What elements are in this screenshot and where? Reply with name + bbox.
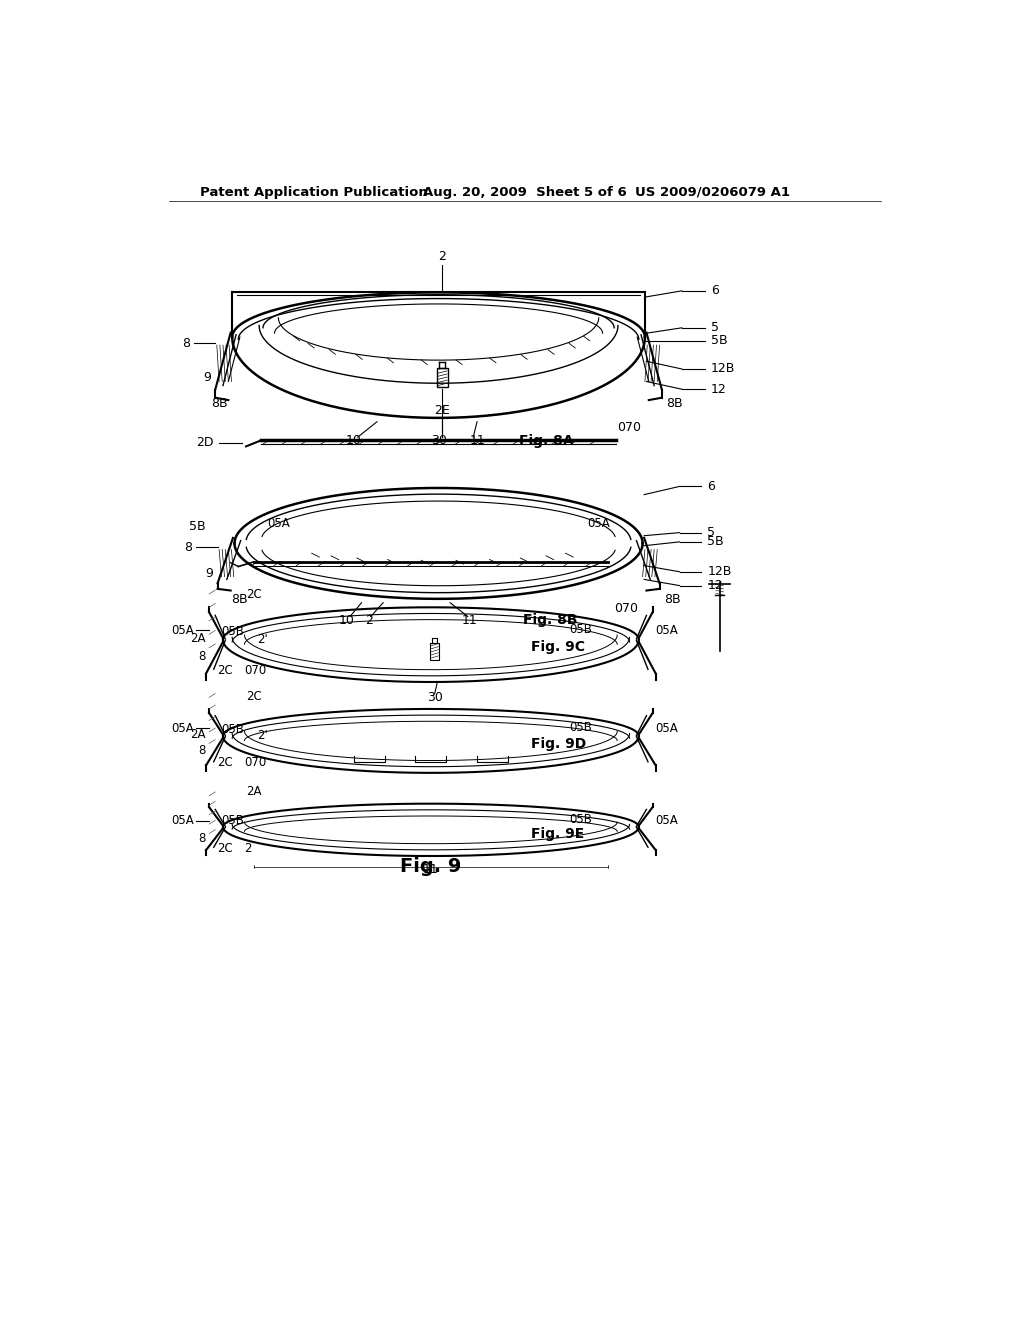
Text: 2: 2 (438, 251, 446, 264)
Text: 05A: 05A (171, 814, 194, 828)
Text: 9: 9 (205, 568, 213, 581)
Text: 9: 9 (203, 371, 211, 384)
Text: 11: 11 (462, 614, 477, 627)
Text: 8: 8 (199, 832, 206, 845)
Text: 30: 30 (431, 434, 446, 447)
Text: 05A: 05A (171, 722, 194, 735)
Text: Aug. 20, 2009  Sheet 5 of 6: Aug. 20, 2009 Sheet 5 of 6 (423, 186, 627, 199)
Text: Fig. 8A: Fig. 8A (519, 434, 574, 447)
Text: 5B: 5B (188, 520, 205, 533)
Text: Fig. 9: Fig. 9 (400, 857, 462, 876)
Text: Fig. 9C: Fig. 9C (531, 640, 585, 655)
Text: 2D: 2D (197, 436, 214, 449)
Text: 05A: 05A (655, 624, 679, 638)
Text: Fig. 9E: Fig. 9E (531, 828, 585, 841)
Text: 05B: 05B (221, 722, 245, 735)
Text: 8B: 8B (230, 593, 247, 606)
Text: 2: 2 (366, 614, 373, 627)
Text: 070: 070 (245, 756, 267, 770)
Text: 8B: 8B (665, 593, 681, 606)
Bar (437, 368, 447, 387)
Text: 070: 070 (617, 421, 641, 434)
Text: 12: 12 (708, 579, 723, 593)
Text: 05A: 05A (171, 624, 194, 638)
Text: 5B: 5B (708, 536, 724, 548)
Text: 2: 2 (245, 842, 252, 855)
Text: 8: 8 (182, 337, 189, 350)
Text: 2C: 2C (246, 589, 262, 602)
Text: 2C: 2C (246, 690, 262, 704)
Text: 12B: 12B (708, 565, 732, 578)
Text: 8B: 8B (667, 397, 683, 409)
Text: 10: 10 (346, 434, 361, 447)
Text: 2': 2' (258, 634, 268, 647)
Text: 05A: 05A (655, 722, 679, 735)
Text: Fig. 9D: Fig. 9D (531, 737, 586, 751)
Text: 2C: 2C (217, 842, 232, 855)
Text: Patent Application Publication: Patent Application Publication (200, 186, 428, 199)
Text: 11: 11 (469, 434, 485, 447)
Text: 05A: 05A (655, 814, 679, 828)
Text: 10: 10 (338, 614, 354, 627)
Text: 5B: 5B (711, 334, 728, 347)
Bar (430, 643, 439, 660)
Text: 8B: 8B (211, 397, 227, 409)
Text: 05A: 05A (267, 517, 290, 531)
Text: 6: 6 (711, 284, 719, 297)
Text: 12B: 12B (711, 363, 735, 375)
Text: 5: 5 (708, 527, 716, 539)
Text: 5: 5 (711, 321, 719, 334)
Text: 2E: 2E (434, 404, 451, 417)
Text: US 2009/0206079 A1: US 2009/0206079 A1 (635, 186, 790, 199)
Text: 2': 2' (258, 730, 268, 742)
Text: 05A: 05A (588, 517, 610, 531)
Text: Fig. 8B: Fig. 8B (523, 614, 578, 627)
Text: 30: 30 (427, 690, 442, 704)
Text: 2A: 2A (246, 785, 261, 797)
Text: 2A: 2A (190, 727, 206, 741)
Text: 8: 8 (199, 649, 206, 663)
Text: 2A: 2A (190, 631, 206, 644)
Text: 2C: 2C (217, 756, 232, 770)
Text: 05B: 05B (569, 623, 593, 636)
Text: 6: 6 (708, 480, 715, 492)
Text: 12: 12 (711, 383, 727, 396)
Text: 2C: 2C (217, 664, 232, 677)
Text: 05B: 05B (221, 814, 245, 828)
Text: 11: 11 (423, 863, 438, 876)
Text: 05B: 05B (569, 813, 593, 826)
Text: 8: 8 (199, 744, 206, 758)
Text: 8: 8 (184, 541, 193, 554)
Text: 070: 070 (613, 602, 638, 615)
Text: 05B: 05B (569, 721, 593, 734)
Text: 070: 070 (245, 664, 267, 677)
Text: 05B: 05B (221, 626, 245, 638)
